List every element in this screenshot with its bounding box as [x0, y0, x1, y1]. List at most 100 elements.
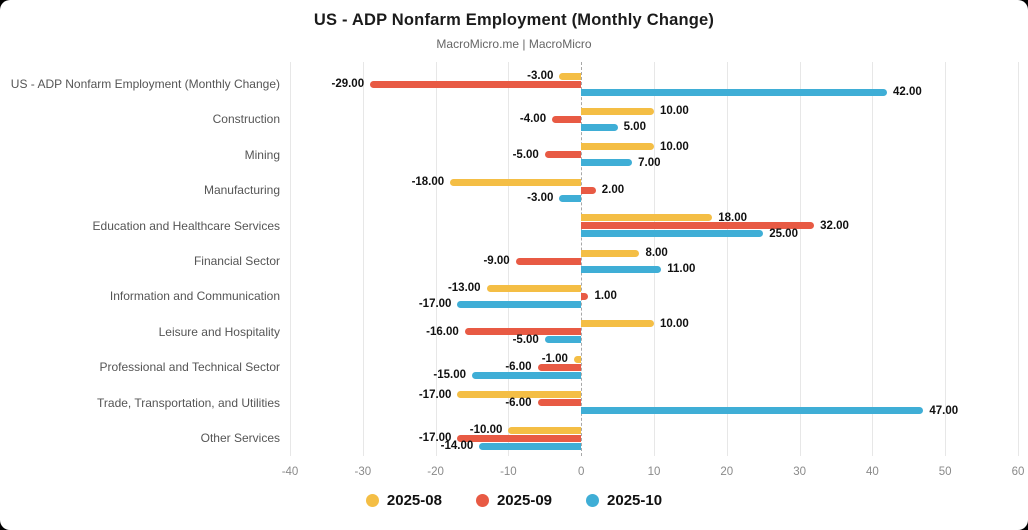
value-label: -13.00: [447, 282, 481, 295]
x-tick-label: 10: [647, 466, 661, 478]
bar-2025-10: [457, 300, 582, 308]
category-label: Professional and Technical Sector: [99, 360, 280, 375]
value-label: 10.00: [660, 105, 689, 118]
bar-2025-10: [581, 159, 633, 167]
value-label: 2.00: [601, 184, 625, 197]
bar-2025-09: [370, 80, 582, 88]
category-label: Financial Sector: [193, 254, 280, 268]
gridline: [726, 62, 728, 456]
chart-subtitle: MacroMicro.me | MacroMicro: [436, 37, 592, 51]
value-label: -16.00: [426, 325, 459, 338]
value-label: -4.00: [519, 113, 547, 126]
bar-2025-09: [537, 399, 582, 407]
bar-2025-10: [581, 123, 618, 131]
gridline: [1018, 62, 1019, 456]
bar-2025-08: [508, 426, 582, 434]
bar-2025-08: [581, 320, 654, 328]
category-label: Manufacturing: [203, 183, 280, 198]
value-label: -3.00: [527, 192, 554, 205]
bar-2025-10: [581, 407, 924, 415]
value-label: 5.00: [623, 121, 646, 134]
value-label: 11.00: [667, 263, 696, 275]
value-label: 25.00: [769, 227, 798, 240]
value-label: 10.00: [660, 317, 689, 330]
legend-label: 2025-09: [496, 492, 553, 509]
category-label: Other Services: [200, 431, 280, 445]
value-label: -17.00: [418, 298, 452, 311]
legend-label: 2025-10: [607, 492, 663, 509]
value-label: -5.00: [512, 148, 539, 161]
value-label: 1.00: [594, 290, 617, 303]
value-label: -14.00: [440, 440, 474, 452]
bar-2025-10: [472, 371, 582, 379]
gridline: [290, 62, 291, 456]
bar-2025-10: [559, 194, 582, 202]
bar-2025-09: [581, 186, 596, 194]
legend-item-2025-09[interactable]: 2025-09: [475, 492, 553, 509]
bar-2025-09: [552, 115, 582, 123]
category-label: Construction: [212, 112, 280, 127]
value-label: -10.00: [469, 424, 503, 436]
gridline: [508, 62, 510, 456]
bar-2025-08: [581, 107, 654, 115]
bar-2025-10: [581, 265, 662, 273]
value-label: -29.00: [331, 78, 365, 90]
gridline: [945, 62, 947, 456]
value-label: 18.00: [718, 211, 748, 224]
bar-2025-09: [537, 363, 582, 371]
category-label: Leisure and Hospitality: [158, 324, 280, 339]
x-tick-label: 20: [720, 466, 734, 478]
bar-2025-10: [581, 230, 764, 238]
x-tick-label: 30: [793, 466, 806, 478]
gridline: [799, 62, 801, 456]
value-label: -18.00: [411, 176, 445, 189]
bar-2025-09: [581, 222, 815, 230]
x-tick-label: 60: [1011, 466, 1025, 478]
legend-dot-icon: [475, 494, 489, 507]
legend-dot-icon: [586, 494, 600, 507]
bar-2025-10: [479, 442, 582, 450]
bar-2025-08: [450, 178, 582, 186]
x-tick-label: -20: [427, 466, 444, 478]
legend: 2025-08 2025-09 2025-10: [0, 492, 1028, 509]
bar-2025-09: [464, 328, 582, 336]
value-label: -17.00: [418, 432, 452, 444]
bar-2025-08: [581, 143, 654, 151]
bar-2025-08: [457, 391, 582, 399]
value-label: -3.00: [527, 70, 554, 82]
bar-2025-10: [544, 336, 582, 344]
value-label: -17.00: [418, 388, 452, 401]
bar-2025-09: [515, 257, 582, 265]
chart-title: US - ADP Nonfarm Employment (Monthly Cha…: [313, 11, 715, 29]
value-label: 32.00: [820, 219, 849, 232]
legend-item-2025-08[interactable]: 2025-08: [365, 492, 442, 509]
category-label: Mining: [244, 147, 280, 162]
bar-2025-08: [581, 249, 640, 257]
bar-2025-08: [581, 214, 713, 222]
value-label: -5.00: [512, 333, 539, 346]
legend-label: 2025-08: [386, 492, 442, 509]
gridline: [362, 62, 364, 456]
category-label: US - ADP Nonfarm Employment (Monthly Cha…: [10, 77, 280, 91]
x-tick-label: 50: [938, 466, 952, 478]
gridline: [435, 62, 437, 456]
bar-2025-08: [486, 284, 582, 292]
gridline: [872, 62, 874, 456]
legend-item-2025-10[interactable]: 2025-10: [586, 492, 662, 509]
gridline: [654, 62, 655, 456]
value-label: -6.00: [505, 396, 532, 409]
value-label: -9.00: [483, 255, 510, 267]
x-tick-label: 0: [577, 466, 585, 478]
value-label: -6.00: [505, 361, 532, 374]
x-tick-label: -40: [281, 466, 299, 478]
bar-2025-09: [581, 292, 589, 300]
category-label: Trade, Transportation, and Utilities: [97, 395, 280, 410]
bar-2025-08: [573, 355, 582, 363]
value-label: -15.00: [433, 369, 466, 382]
x-tick-label: -10: [500, 466, 517, 478]
x-tick-label: -30: [354, 466, 372, 478]
value-label: 10.00: [660, 140, 689, 153]
value-label: 47.00: [929, 404, 959, 417]
